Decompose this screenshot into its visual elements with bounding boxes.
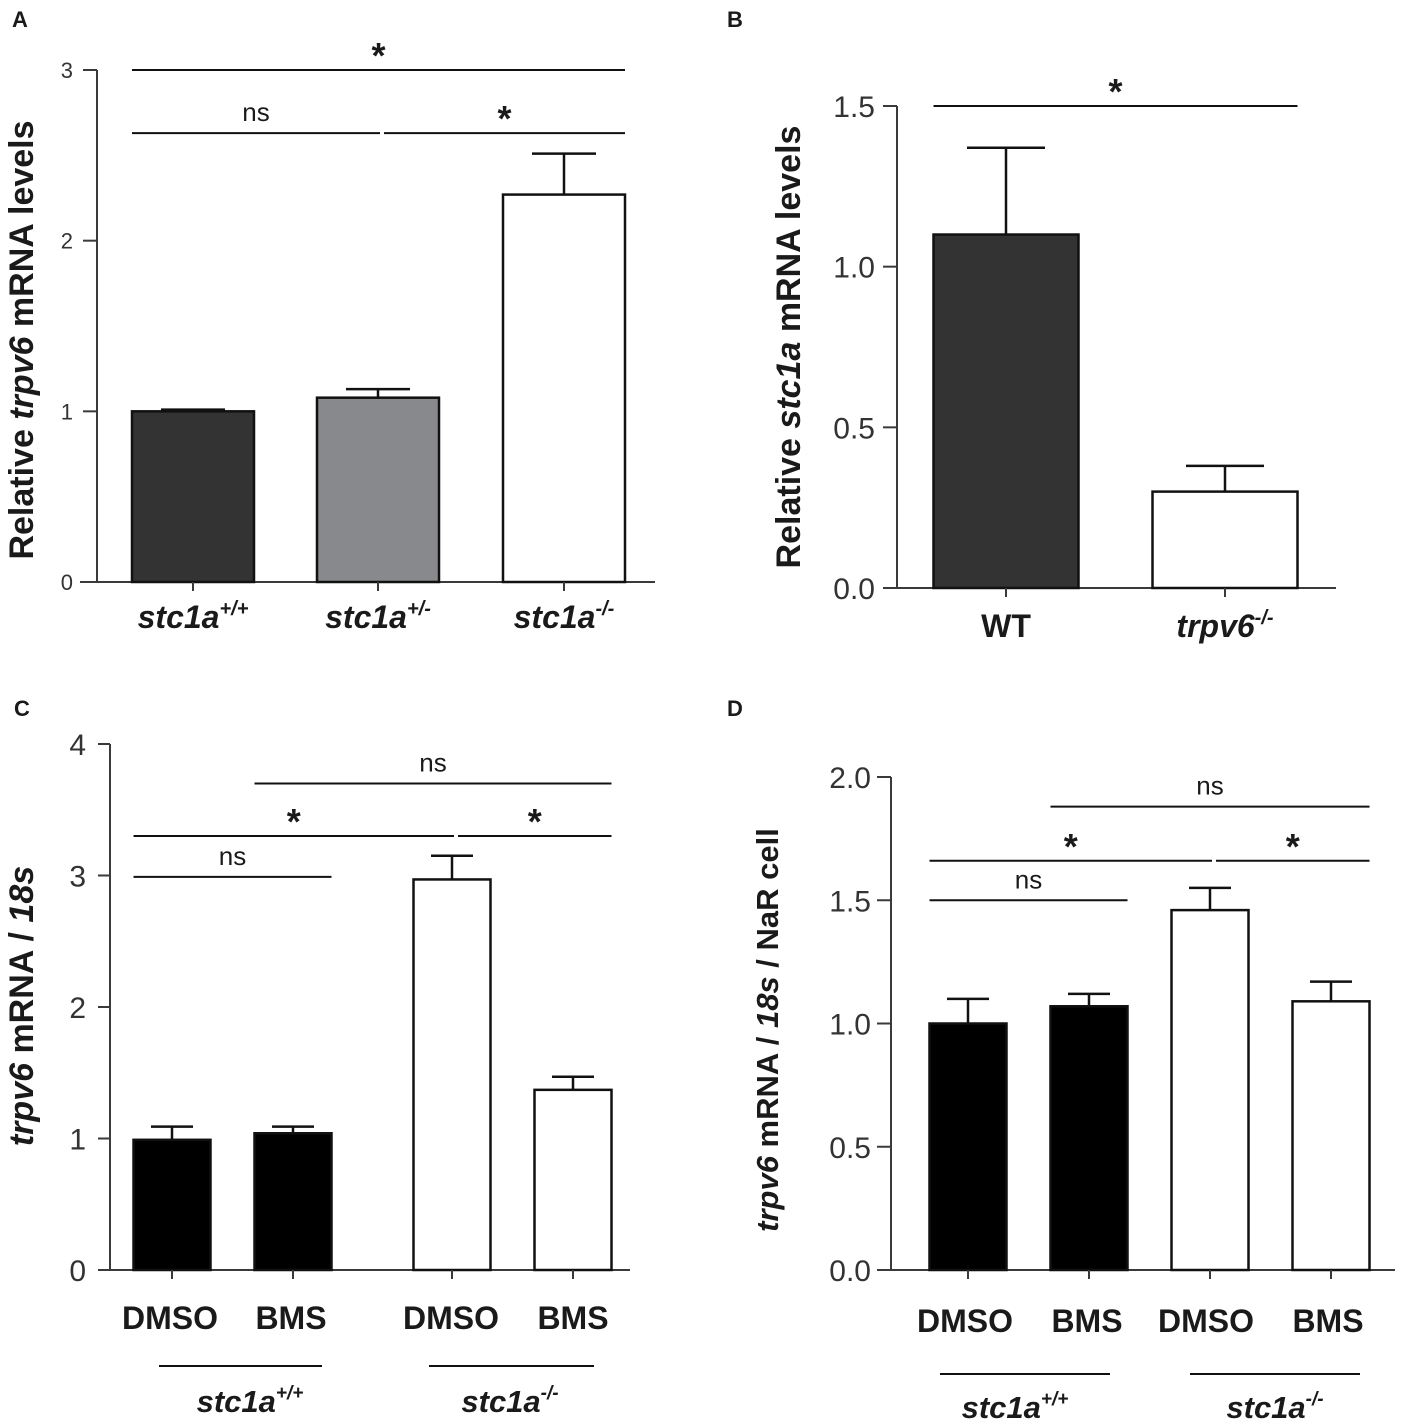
panel-a-y-tick-label: 0 [61,570,73,595]
panel-b-letter: B [727,7,743,32]
panel-c-group-label: stc1a+/+ [197,1383,304,1419]
panel-b-y-tick-label: 0.0 [833,573,875,606]
panel-b-category-label: trpv6-/- [1176,607,1273,644]
panel-d-significance-label: * [1286,826,1300,867]
panel-d-y-tick-label: 1.5 [829,885,871,918]
panel-c-y-tick-label: 0 [69,1255,86,1288]
panel-c-bar [253,1131,333,1272]
panel-a-y-axis-label: Relative trpv6 mRNA levels [3,120,41,559]
panel-a-bar [315,396,441,584]
panel-c-chart: C trpv6 mRNA / 18s 0 1 2 3 4 ns * * ns DMSO BMS… [3,696,630,1419]
panel-d-category-label: BMS [1051,1303,1122,1339]
panel-c-bar [533,1088,613,1272]
panel-c-significance-label: ns [419,747,446,777]
panel-c-y-axis-label: trpv6 mRNA / 18s [3,866,41,1146]
panel-d-significance-label: * [1064,826,1078,867]
panel-a-y-tick-label: 3 [61,58,73,83]
panel-c-y-tick-label: 1 [69,1124,86,1157]
panel-d-category-label: DMSO [917,1303,1013,1339]
panel-b-y-tick-label: 1.5 [833,91,875,124]
panel-c-category-label: BMS [255,1300,326,1336]
panel-a-significance-label: * [371,35,385,76]
panel-d-y-tick-label: 2.0 [829,762,871,795]
panel-c-bar [412,878,492,1272]
panel-d-bar [1291,1000,1371,1272]
panel-c-letter: C [14,696,30,721]
panel-b-significance-label: * [1108,71,1122,112]
panel-c-y-tick-label: 2 [69,992,86,1025]
panel-a-category-label: stc1a+/- [325,598,431,635]
panel-d-category-label: DMSO [1158,1303,1254,1339]
panel-c-y-tick-label: 3 [69,861,86,894]
panel-c-category-label: DMSO [122,1300,218,1336]
panel-d-bar [1049,1004,1129,1272]
panel-a-chart: A Relative trpv6 mRNA levels 0 1 2 3 * ns * s… [3,7,655,635]
panel-b-category-label: WT [981,608,1031,644]
panel-c-category-label: DMSO [403,1300,499,1336]
panel-b-y-axis-label: Relative stc1a mRNA levels [770,126,808,569]
panel-c-bar [132,1138,212,1272]
panel-c-category-label: BMS [537,1300,608,1336]
panel-a-y-tick-label: 2 [61,229,73,254]
panel-c-significance-label: * [528,801,542,842]
panel-d-significance-label: ns [1196,771,1223,801]
panel-d-y-axis-label: trpv6 mRNA / 18s / NaR cell [750,828,785,1232]
panel-d-bar [928,1022,1008,1272]
panel-c-y-tick-label: 4 [69,729,86,762]
panel-c-significance-label: * [287,801,301,842]
panel-c-x-tick-labels: DMSO BMS DMSO BMS [122,1300,609,1336]
panel-d-group-label: stc1a-/- [1226,1389,1323,1425]
panel-a-letter: A [12,7,28,32]
panel-c-significance-label: ns [219,841,246,871]
panel-c-group-label: stc1a-/- [461,1383,558,1419]
panel-b-y-tick-label: 0.5 [833,412,875,445]
panel-a-category-label: stc1a+/+ [138,598,249,635]
panel-d-chart: D trpv6 mRNA / 18s / NaR cell 0.0 0.5 1.0 1… [727,696,1395,1425]
panel-a-bar [501,193,627,584]
panel-d-category-label: BMS [1292,1303,1363,1339]
panel-b-y-tick-label: 1.0 [833,252,875,285]
panel-a-y-tick-label: 1 [61,399,73,424]
panel-d-significance-label: ns [1015,864,1042,894]
panel-d-y-tick-label: 0.5 [829,1132,871,1165]
panel-a-bar [130,410,256,584]
panel-b-bar [932,233,1080,590]
panel-a-significance-label: * [497,98,511,139]
panel-b-chart: B Relative stc1a mRNA levels 0.0 0.5 1.0 1.… [727,7,1336,644]
panel-b-x-tick-labels: WT trpv6-/- [981,607,1274,644]
panel-d-x-tick-labels: DMSO BMS DMSO BMS [917,1303,1364,1339]
panel-d-group-label: stc1a+/+ [962,1389,1069,1425]
panel-a-x-tick-labels: stc1a+/+ stc1a+/- stc1a-/- [138,598,615,635]
panel-d-y-tick-label: 0.0 [829,1255,871,1288]
panel-d-bar [1170,908,1250,1272]
panel-d-letter: D [727,696,743,721]
panel-b-bar [1151,490,1299,590]
panel-a-significance-label: ns [242,97,269,127]
panel-d-y-tick-label: 1.0 [829,1009,871,1042]
panel-a-category-label: stc1a-/- [514,598,615,635]
